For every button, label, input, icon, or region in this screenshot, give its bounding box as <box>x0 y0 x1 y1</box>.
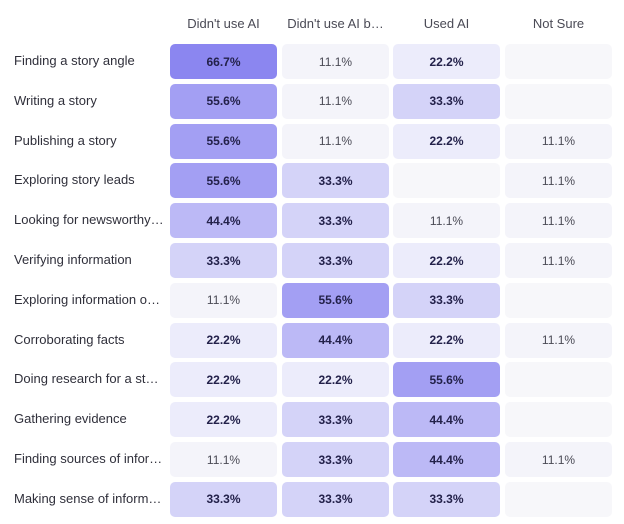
column-header-2: Used AI <box>423 16 470 31</box>
heatmap-cell-r10-c0: 11.1% <box>170 442 277 477</box>
heatmap-cell-r10-c2: 44.4% <box>393 442 500 477</box>
heatmap-cell-r6-c2: 33.3% <box>393 282 500 318</box>
row-label-8: Doing research for a sto… <box>14 371 164 387</box>
heatmap-cell-r7-c2: 22.2% <box>393 322 500 358</box>
row-label-0: Finding a story angle <box>14 53 135 68</box>
heatmap-cell-r11-c2: 33.3% <box>393 481 500 517</box>
row-label-9: Gathering evidence <box>14 411 127 427</box>
heatmap-cell-r5-c2: 22.2% <box>393 243 500 278</box>
row-label-4: Looking for newsworthy … <box>14 212 164 228</box>
heatmap-cell-r4-c1: 33.3% <box>282 203 389 239</box>
column-header-1: Didn't use AI b… <box>287 16 384 31</box>
heatmap-cell-r9-c1: 33.3% <box>282 402 389 438</box>
heatmap-cell-r3-c0: 55.6% <box>170 163 277 199</box>
row-label-2: Publishing a story <box>14 132 117 148</box>
heatmap-cell-r6-c1: 55.6% <box>282 282 389 318</box>
heatmap-cell-r3-c2 <box>393 163 500 199</box>
heatmap-cell-r4-c2: 11.1% <box>393 203 500 239</box>
heatmap-cell-r4-c3: 11.1% <box>505 203 612 239</box>
heatmap-cell-r7-c1: 44.4% <box>282 322 389 358</box>
heatmap-cell-r6-c3 <box>505 282 612 318</box>
heatmap-cell-r11-c0: 33.3% <box>170 481 277 517</box>
heatmap-cell-r11-c1: 33.3% <box>282 481 389 517</box>
heatmap-cell-r5-c3: 11.1% <box>505 243 612 278</box>
heatmap-cell-r0-c2: 22.2% <box>393 44 500 79</box>
row-label-10: Finding sources of infor… <box>14 451 163 466</box>
heatmap-cell-r0-c1: 11.1% <box>282 44 389 79</box>
heatmap-cell-r10-c3: 11.1% <box>505 442 612 477</box>
heatmap-cell-r8-c0: 22.2% <box>170 362 277 398</box>
heatmap-cell-r9-c2: 44.4% <box>393 402 500 438</box>
row-label-1: Writing a story <box>14 92 97 108</box>
heatmap-cell-r3-c3: 11.1% <box>505 163 612 199</box>
heatmap-cell-r1-c0: 55.6% <box>170 83 277 119</box>
heatmap-cell-r6-c0: 11.1% <box>170 282 277 318</box>
heatmap-cell-r0-c3 <box>505 44 612 79</box>
heatmap-cell-r7-c3: 11.1% <box>505 322 612 358</box>
heatmap-cell-r0-c0: 66.7% <box>170 44 277 79</box>
heatmap-cell-r4-c0: 44.4% <box>170 203 277 239</box>
heatmap-cell-r8-c3 <box>505 362 612 398</box>
heatmap-cell-r1-c1: 11.1% <box>282 83 389 119</box>
heatmap-cell-r3-c1: 33.3% <box>282 163 389 199</box>
heatmap-cell-r2-c0: 55.6% <box>170 123 277 159</box>
heatmap-cell-r2-c1: 11.1% <box>282 123 389 159</box>
heatmap-cell-r10-c1: 33.3% <box>282 442 389 477</box>
heatmap-cell-r8-c1: 22.2% <box>282 362 389 398</box>
column-header-0: Didn't use AI <box>187 16 260 31</box>
heatmap-cell-r9-c0: 22.2% <box>170 402 277 438</box>
heatmap-cell-r2-c3: 11.1% <box>505 123 612 159</box>
row-label-7: Corroborating facts <box>14 331 125 347</box>
row-label-5: Verifying information <box>14 252 132 267</box>
column-header-3: Not Sure <box>532 16 585 31</box>
row-label-6: Exploring information or… <box>14 291 164 307</box>
heatmap-cell-r5-c1: 33.3% <box>282 243 389 278</box>
heatmap-cell-r11-c3 <box>505 481 612 517</box>
heatmap-cell-r8-c2: 55.6% <box>393 362 500 398</box>
row-label-11: Making sense of informa… <box>14 490 164 506</box>
heatmap-cell-r9-c3 <box>505 402 612 438</box>
row-label-3: Exploring story leads <box>14 172 135 188</box>
heatmap-cell-r5-c0: 33.3% <box>170 243 277 278</box>
heatmap-cell-r2-c2: 22.2% <box>393 123 500 159</box>
heatmap-cell-r1-c2: 33.3% <box>393 83 500 119</box>
heatmap-cell-r1-c3 <box>505 83 612 119</box>
heatmap-cell-r7-c0: 22.2% <box>170 322 277 358</box>
